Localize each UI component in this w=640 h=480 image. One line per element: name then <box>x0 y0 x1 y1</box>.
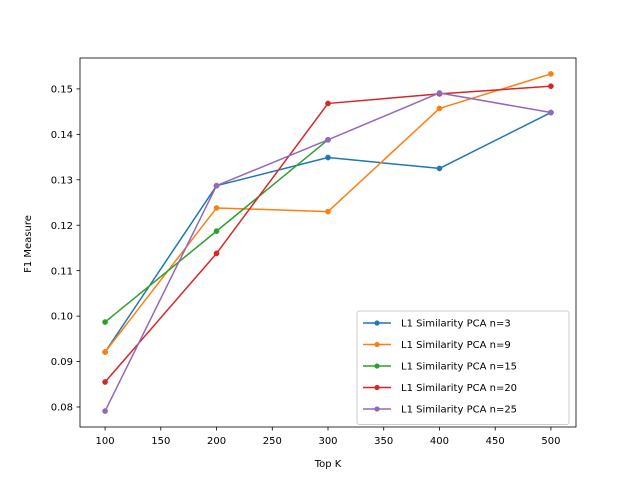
x-tick-label: 500 <box>541 436 560 447</box>
series-5-point-5 <box>548 109 554 116</box>
y-tick-label: 0.12 <box>51 221 73 232</box>
legend-swatch-marker-1 <box>374 320 380 326</box>
y-tick-label: 0.13 <box>51 175 73 186</box>
legend-swatch-marker-5 <box>374 406 380 412</box>
series-4-point-3 <box>325 100 331 107</box>
plot-area <box>102 71 554 414</box>
series-4-point-1 <box>102 379 108 385</box>
series-1-point-3 <box>325 154 331 161</box>
legend-entry-label: L1 Similarity PCA n=9 <box>401 340 511 351</box>
x-tick-label: 300 <box>318 436 337 447</box>
y-tick-label: 0.14 <box>51 130 73 141</box>
x-tick-label: 450 <box>486 436 505 447</box>
x-tick-label: 250 <box>263 436 282 447</box>
series-5-point-3 <box>325 136 331 143</box>
legend-swatch-marker-4 <box>374 384 380 391</box>
legend: L1 Similarity PCA n=3 L1 Similarity PCA n… <box>356 310 570 425</box>
series-3-point-2 <box>213 228 220 234</box>
series-2-point-1 <box>102 349 108 355</box>
y-tick-label: 0.11 <box>51 266 73 277</box>
legend-swatch-marker-2 <box>374 341 380 348</box>
x-axis-title: Top K <box>314 459 342 470</box>
series-2-point-3 <box>325 208 331 215</box>
series-2-point-4 <box>436 105 443 112</box>
x-tick-label: 100 <box>96 436 115 447</box>
y-tick-label: 0.08 <box>51 403 73 414</box>
series-2-point-2 <box>213 205 220 211</box>
legend-entry-label: L1 Similarity PCA n=20 <box>401 383 517 394</box>
legend-entry-label: L1 Similarity PCA n=15 <box>401 362 517 373</box>
axes: 100 150 200 250 300 350 400 450 500 0.08 0.09 0.10 0… <box>51 57 577 447</box>
y-axis-title: F1 Measure <box>23 215 34 273</box>
legend-box <box>356 310 570 425</box>
x-tick-label: 150 <box>151 436 170 447</box>
legend-entry-label: L1 Similarity PCA n=25 <box>401 405 517 416</box>
x-tick-label: 350 <box>374 436 393 447</box>
series-5-point-1 <box>102 408 108 414</box>
x-tick-label: 400 <box>430 436 449 447</box>
legend-entry-label: L1 Similarity PCA n=3 <box>401 319 511 330</box>
series-4-point-5 <box>548 83 554 90</box>
series-2-point-5 <box>548 71 554 77</box>
x-tick-label: 200 <box>207 436 226 447</box>
series-1-point-4 <box>436 165 443 172</box>
y-tick-label: 0.10 <box>51 312 73 323</box>
series-5-point-4 <box>436 90 443 96</box>
series-4-point-2 <box>213 250 220 257</box>
series-5-point-2 <box>213 182 220 189</box>
y-tick-label: 0.15 <box>51 85 73 96</box>
series-3-point-1 <box>102 319 108 325</box>
y-tick-label: 0.09 <box>51 357 73 368</box>
legend-swatch-marker-3 <box>374 363 380 369</box>
